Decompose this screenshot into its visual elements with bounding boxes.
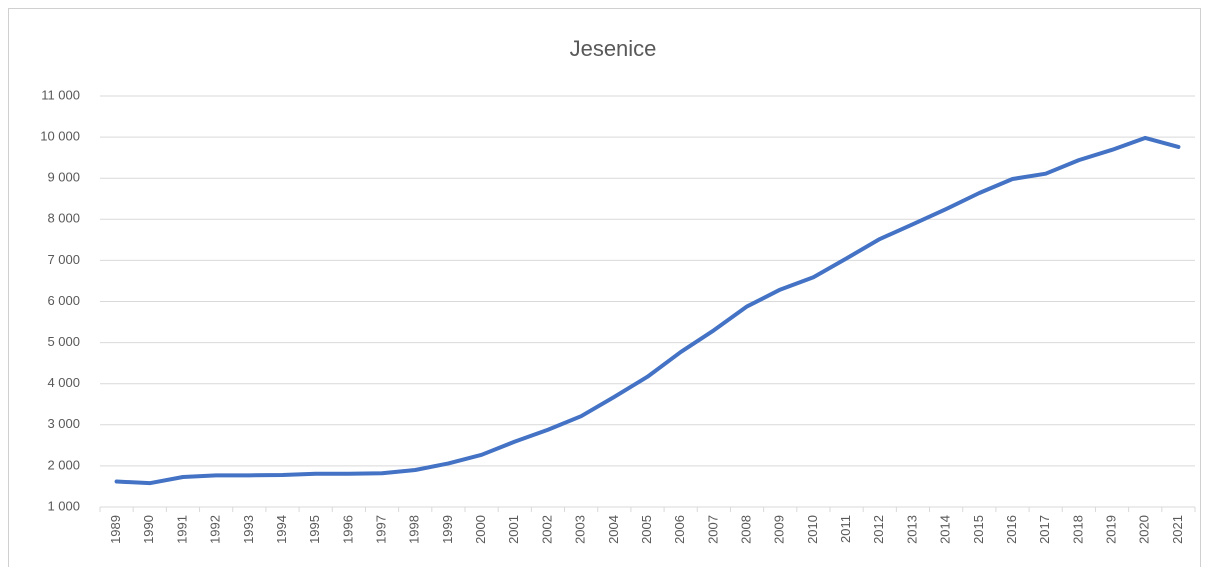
y-tick-label: 9 000 (47, 170, 80, 185)
y-tick-label: 4 000 (47, 375, 80, 390)
x-tick-label: 2005 (639, 515, 654, 544)
y-tick-label: 7 000 (47, 252, 80, 267)
x-tick-label: 2004 (606, 515, 621, 544)
x-tick-label: 1993 (241, 515, 256, 544)
x-tick-label: 2013 (904, 515, 919, 544)
x-tick-label: 1991 (174, 515, 189, 544)
x-tick-label: 1996 (340, 515, 355, 544)
x-tick-label: 2011 (838, 515, 853, 543)
x-tick-label: 2006 (672, 515, 687, 544)
x-tick-label: 2017 (1037, 515, 1052, 544)
x-tick-label: 2012 (871, 515, 886, 544)
x-tick-label: 2002 (539, 515, 554, 544)
x-tick-label: 1989 (108, 515, 123, 544)
x-tick-label: 1998 (407, 515, 422, 544)
y-tick-label: 3 000 (47, 416, 80, 431)
y-tick-label: 11 000 (41, 87, 80, 102)
x-tick-label: 1990 (141, 515, 156, 544)
y-tick-label: 10 000 (40, 129, 80, 144)
x-tick-label: 2009 (772, 515, 787, 544)
x-tick-label: 2008 (738, 515, 753, 544)
x-tick-label: 2007 (705, 515, 720, 544)
y-tick-label: 2 000 (47, 457, 80, 472)
x-tick-label: 2018 (1070, 515, 1085, 544)
x-tick-label: 2000 (473, 515, 488, 544)
x-tick-label: 2014 (938, 515, 953, 544)
y-tick-label: 5 000 (47, 334, 80, 349)
data-line (114, 135, 1181, 486)
x-tick-label: 1992 (208, 515, 223, 544)
y-tick-label: 8 000 (47, 211, 80, 226)
x-tick-label: 1999 (440, 515, 455, 544)
chart-title: Jesenice (570, 36, 657, 61)
y-tick-label: 6 000 (47, 293, 80, 308)
x-tick-label: 2019 (1103, 515, 1118, 544)
x-tick-label: 2001 (506, 515, 521, 544)
x-tick-label: 2015 (971, 515, 986, 544)
x-tick-label: 2010 (805, 515, 820, 544)
x-tick-label: 1997 (373, 515, 388, 544)
x-tick-label: 2021 (1170, 515, 1185, 544)
chart-frame (8, 8, 1201, 567)
x-tick-label: 2020 (1137, 515, 1152, 544)
x-tick-label: 2003 (573, 515, 588, 544)
x-tick-label: 1995 (307, 515, 322, 544)
x-tick-label: 2016 (1004, 515, 1019, 544)
x-tick-label: 1994 (274, 515, 289, 544)
y-tick-label: 1 000 (47, 498, 80, 513)
